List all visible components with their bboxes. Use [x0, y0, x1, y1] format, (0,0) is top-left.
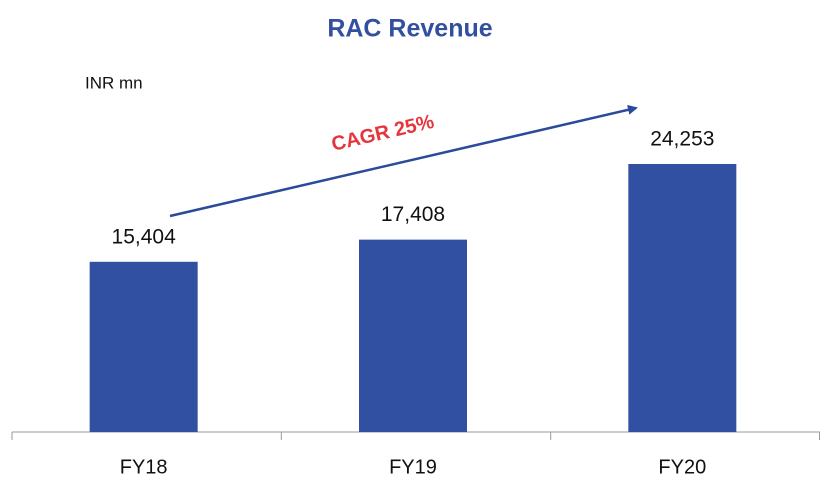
value-label: 15,404	[112, 225, 177, 248]
x-tick-label: FY19	[389, 456, 437, 478]
growth-arrow	[169, 104, 638, 218]
chart-title: RAC Revenue	[327, 15, 492, 43]
bar	[628, 164, 737, 432]
x-tick-label: FY18	[120, 456, 168, 478]
bar	[359, 239, 467, 432]
value-label: 17,408	[381, 203, 445, 226]
x-tick-label: FY20	[658, 456, 706, 478]
unit-label: INR mn	[85, 73, 143, 92]
value-label: 24,253	[650, 128, 714, 151]
bar	[89, 261, 198, 432]
cagr-annotation: CAGR 25%	[329, 111, 436, 156]
